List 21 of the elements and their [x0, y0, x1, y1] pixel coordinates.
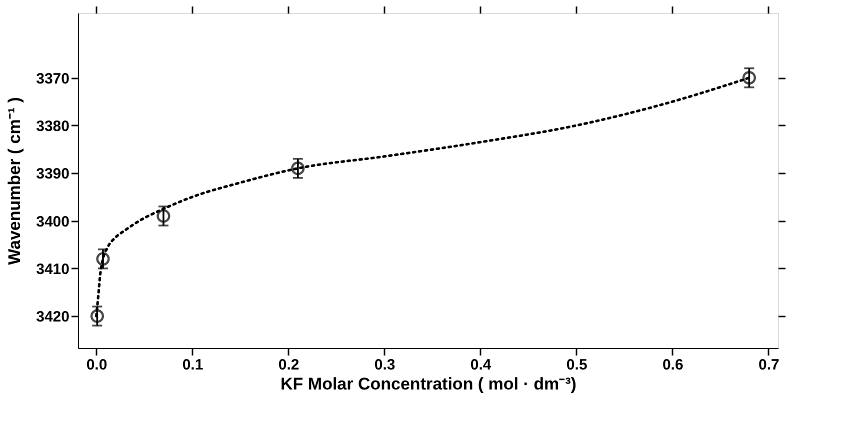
- point: [291, 162, 305, 176]
- y-tick-label: 3370: [36, 70, 70, 88]
- y-tick-label: 3400: [36, 213, 70, 230]
- x-tick-label: 0.4: [470, 356, 492, 374]
- y-tick-label: 3410: [36, 260, 70, 278]
- y-tick-label: 3380: [36, 118, 70, 135]
- point: [742, 71, 756, 85]
- x-tick-label: 0.2: [278, 356, 300, 374]
- y-axis-title: Wavenumber ( cm⁻¹ ): [5, 97, 24, 265]
- point: [96, 252, 110, 266]
- x-tick-label: 0.1: [182, 356, 204, 374]
- x-axis-title: KF Molar Concentration ( mol · dm⁻³): [280, 374, 576, 394]
- x-tick-label: 0.5: [566, 356, 588, 374]
- x-tick-label: 0.3: [374, 356, 396, 374]
- y-tick-label: 3420: [36, 308, 70, 326]
- x-tick-label: 0.7: [758, 356, 780, 374]
- x-tick-label: 0.0: [86, 356, 108, 374]
- x-tick-label: 0.6: [662, 356, 684, 374]
- point: [90, 309, 104, 323]
- y-tick-label: 3390: [36, 166, 70, 183]
- point: [156, 209, 170, 223]
